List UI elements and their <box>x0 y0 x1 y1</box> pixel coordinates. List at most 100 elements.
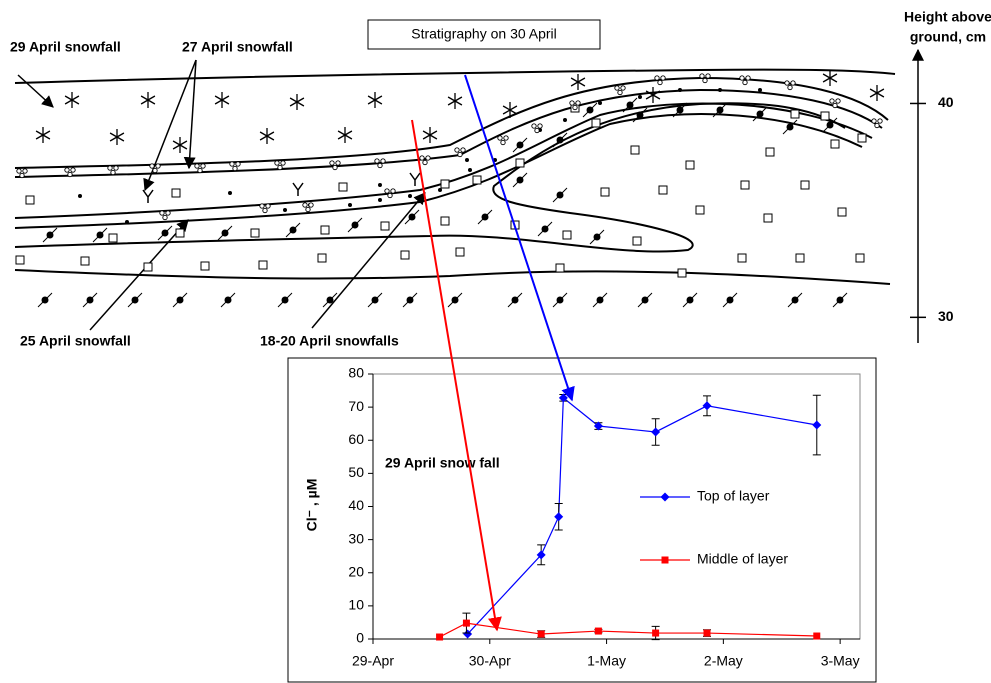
snow-crystal <box>502 105 518 115</box>
height-axis-title: Height above <box>904 9 991 25</box>
y-tick-label: 0 <box>356 630 364 646</box>
small-grain <box>598 101 602 105</box>
rime-cluster <box>380 158 386 164</box>
layer-boundary <box>14 102 873 219</box>
rounded-grain-slash <box>37 292 53 308</box>
rounded-grain-slash <box>682 292 698 308</box>
grain-square <box>80 256 90 266</box>
grain-square <box>677 268 687 278</box>
diagram-title: Stratigraphy on 30 April <box>411 26 557 42</box>
snow-crystal <box>140 95 156 105</box>
x-tick-label: 3-May <box>821 653 860 669</box>
link-arrow <box>464 74 575 402</box>
crystal-fragment <box>142 189 154 203</box>
rounded-grain-slash <box>82 292 98 308</box>
y-tick-label: 40 <box>348 497 364 513</box>
rime-cluster <box>302 202 308 208</box>
snow-crystal <box>367 95 383 105</box>
grain-square <box>143 262 153 272</box>
rime-cluster <box>832 102 838 109</box>
rime-cluster <box>871 118 877 124</box>
rime-cluster <box>16 168 22 174</box>
rime-cluster <box>377 162 383 169</box>
title-box <box>367 19 601 50</box>
x-tick-label: 2-May <box>704 653 743 669</box>
rime-cluster <box>454 147 460 153</box>
rime-cluster <box>232 165 238 172</box>
y-tick-label: 10 <box>348 597 364 613</box>
grain-square <box>15 255 25 265</box>
rounded-grain-slash <box>752 106 768 122</box>
crystal-fragment <box>409 172 421 186</box>
rime-cluster <box>657 79 663 86</box>
x-tick-label: 30-Apr <box>469 653 511 669</box>
label-arrow <box>89 219 189 331</box>
rime-cluster <box>787 84 793 91</box>
y-tick-label: 50 <box>348 464 364 480</box>
rounded-grain-slash <box>322 292 338 308</box>
grain-square <box>800 180 810 190</box>
layer-boundary <box>14 88 883 178</box>
grain-square <box>837 207 847 217</box>
rounded-grain-slash <box>285 222 301 238</box>
rime-cluster <box>537 123 543 129</box>
rime-cluster <box>390 188 396 194</box>
rime-cluster <box>64 167 70 173</box>
rounded-grain-slash <box>552 132 568 148</box>
y-tick-label: 80 <box>348 365 364 381</box>
rime-cluster <box>614 85 620 91</box>
rounded-grain-slash <box>172 292 188 308</box>
rime-cluster <box>829 98 835 104</box>
grain-square <box>600 187 610 197</box>
snow-crystal <box>822 73 838 83</box>
rime-cluster <box>280 160 286 166</box>
grain-square <box>317 253 327 263</box>
rime-cluster <box>425 155 431 161</box>
grain-square <box>695 205 705 215</box>
rounded-grain-slash <box>477 209 493 225</box>
rime-cluster <box>575 100 581 106</box>
rounded-grain-slash <box>832 292 848 308</box>
chart-frame <box>287 357 877 683</box>
rounded-grain-slash <box>512 137 528 153</box>
rime-cluster <box>197 167 203 174</box>
rounded-grain-slash <box>552 292 568 308</box>
rime-cluster <box>742 79 748 86</box>
data-point <box>537 630 545 638</box>
rime-cluster <box>699 73 705 79</box>
rounded-grain-slash <box>537 221 553 237</box>
rime-cluster <box>155 163 161 169</box>
small-grain <box>758 88 762 92</box>
snow-crystal <box>35 130 51 140</box>
rounded-grain-slash <box>92 227 108 243</box>
small-grain <box>465 158 469 162</box>
data-point <box>554 512 564 522</box>
rime-cluster <box>107 165 113 171</box>
y-axis-title: Cl⁻ , µM <box>304 479 320 532</box>
snow-crystal <box>422 130 438 140</box>
rounded-grain-slash <box>404 209 420 225</box>
rime-cluster <box>22 168 28 174</box>
snow-crystal <box>289 97 305 107</box>
grain-square <box>591 118 601 128</box>
rounded-grain-slash <box>220 292 236 308</box>
snow-crystal <box>64 95 80 105</box>
rime-cluster <box>162 214 168 221</box>
data-point <box>462 619 470 627</box>
grain-square <box>737 253 747 263</box>
rime-cluster <box>152 167 158 174</box>
data-point <box>703 629 711 637</box>
snow-crystal <box>214 95 230 105</box>
y-tick-label: 60 <box>348 431 364 447</box>
rime-cluster <box>235 161 241 167</box>
grain-square <box>108 233 118 243</box>
rime-cluster <box>569 100 575 106</box>
link-arrow <box>411 119 502 632</box>
rime-cluster <box>705 73 711 79</box>
rounded-grain-slash <box>157 225 173 241</box>
x-tick-label: 29-Apr <box>352 653 394 669</box>
small-grain <box>348 203 352 207</box>
rime-cluster <box>374 158 380 164</box>
small-grain <box>228 191 232 195</box>
